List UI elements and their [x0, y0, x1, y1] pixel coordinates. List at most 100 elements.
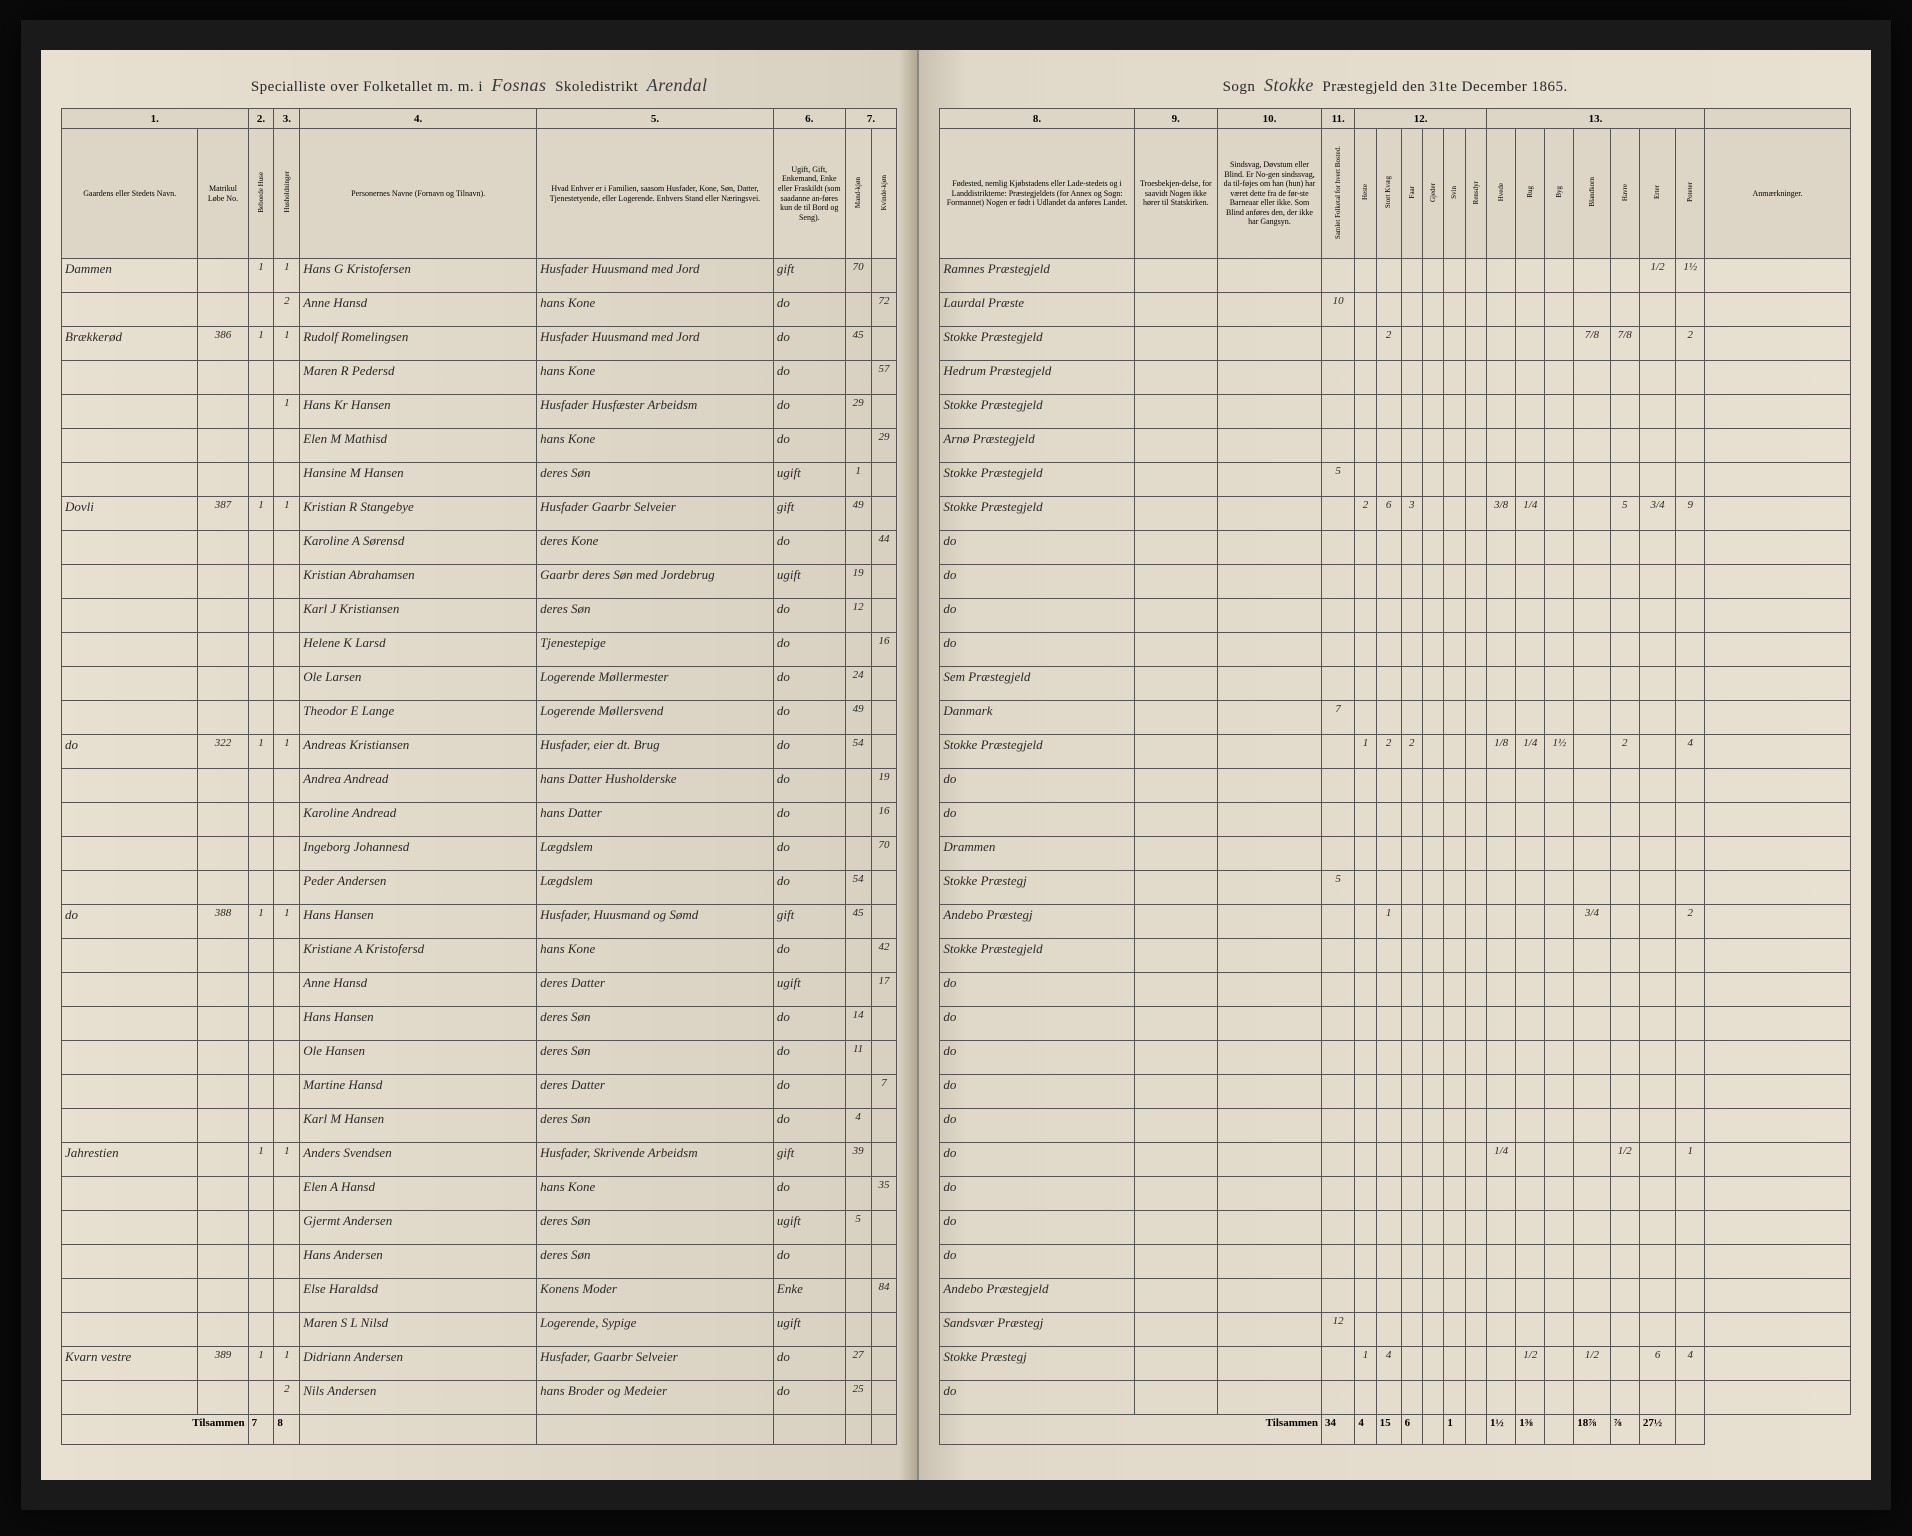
cell-remark [1705, 531, 1851, 565]
cell-seed [1545, 1075, 1574, 1109]
cell-birth: do [940, 1211, 1134, 1245]
cell-stat: do [773, 1041, 845, 1075]
cell-ph [274, 803, 300, 837]
cell-livestock [1401, 667, 1422, 701]
cell-disable [1217, 701, 1321, 735]
parish-name: Fosnas [492, 75, 547, 95]
cell-age-m: 4 [845, 1109, 871, 1143]
cell-faith [1134, 905, 1217, 939]
cell-livestock [1401, 803, 1422, 837]
cell-livestock [1355, 1313, 1376, 1347]
table-row: do [940, 803, 1851, 837]
cell-age-m: 54 [845, 735, 871, 769]
cell-name: Helene K Larsd [300, 633, 537, 667]
cell-livestock [1401, 939, 1422, 973]
cell-birth: Andebo Præstegjeld [940, 1279, 1134, 1313]
cell-livestock [1355, 1211, 1376, 1245]
cell-faith [1134, 293, 1217, 327]
cell-age-k: 72 [871, 293, 897, 327]
cell-birth: Stokke Præstegj [940, 1347, 1134, 1381]
table-row: 1Hans Kr HansenHusfader Husfæster Arbeid… [62, 395, 897, 429]
table-row: Stokke Præstegjeld5 [940, 463, 1851, 497]
cell-seed [1639, 463, 1675, 497]
cell-hh [248, 1041, 274, 1075]
cell-livestock [1401, 905, 1422, 939]
cell-ph [274, 599, 300, 633]
cell-disable [1217, 973, 1321, 1007]
cell-age-k [871, 667, 897, 701]
cell-age-k: 7 [871, 1075, 897, 1109]
cell-seed [1516, 905, 1545, 939]
cell-seed [1487, 1381, 1516, 1415]
cell-seed [1574, 429, 1610, 463]
cell-livestock [1376, 837, 1401, 871]
cell-livestock [1422, 1313, 1443, 1347]
cell-age-m: 49 [845, 701, 871, 735]
cell-faith [1134, 599, 1217, 633]
cell-seed [1610, 395, 1639, 429]
hdr-total: Samlet Folketal for hvert Bosted. [1322, 129, 1355, 259]
cell-name: Nils Andersen [300, 1381, 537, 1415]
cell-seed [1516, 1143, 1545, 1177]
cell-ph: 2 [274, 1381, 300, 1415]
cell-age-m [845, 803, 871, 837]
cell-seed [1639, 1143, 1675, 1177]
cell-name: Martine Hansd [300, 1075, 537, 1109]
cell-gaard [62, 871, 198, 905]
cell-rel: Logerende Møllersvend [537, 701, 774, 735]
cell-mat: 389 [198, 1347, 248, 1381]
cell-faith [1134, 327, 1217, 361]
cell-total [1322, 1279, 1355, 1313]
cell-livestock [1401, 1007, 1422, 1041]
cell-seed [1516, 701, 1545, 735]
cell-livestock [1401, 531, 1422, 565]
cell-age-k [871, 1245, 897, 1279]
cell-seed [1676, 1109, 1705, 1143]
cell-livestock [1444, 1211, 1465, 1245]
cell-livestock [1465, 497, 1486, 531]
cell-mat [198, 1041, 248, 1075]
cell-stat: do [773, 361, 845, 395]
cell-gaard [62, 1109, 198, 1143]
table-row: Hansine M Hansenderes Sønugift1 [62, 463, 897, 497]
cell-seed: 6 [1639, 1347, 1675, 1381]
cell-total [1322, 361, 1355, 395]
cell-faith [1134, 1143, 1217, 1177]
cell-livestock [1422, 1109, 1443, 1143]
cell-livestock [1401, 293, 1422, 327]
cell-stat: do [773, 327, 845, 361]
cell-livestock [1422, 497, 1443, 531]
cell-remark [1705, 939, 1851, 973]
cell-age-k: 16 [871, 633, 897, 667]
cell-seed [1574, 1381, 1610, 1415]
cell-seed [1487, 429, 1516, 463]
cell-livestock [1355, 1007, 1376, 1041]
left-table: 1. 2. 3. 4. 5. 6. 7. Gaardens eller Sted… [61, 108, 897, 1445]
cell-seed: 1/4 [1516, 497, 1545, 531]
cell-age-m [845, 361, 871, 395]
cell-seed [1574, 531, 1610, 565]
cell-livestock [1465, 837, 1486, 871]
hdr-potet: Poteter [1676, 129, 1705, 259]
cell-seed [1487, 1211, 1516, 1245]
cell-seed [1676, 837, 1705, 871]
cell-name: Hansine M Hansen [300, 463, 537, 497]
cell-ph [274, 361, 300, 395]
cell-seed [1487, 1007, 1516, 1041]
cell-gaard: Brækkerød [62, 327, 198, 361]
cell-seed [1545, 667, 1574, 701]
cell-age-m: 70 [845, 259, 871, 293]
cell-age-m: 12 [845, 599, 871, 633]
cell-name: Hans Andersen [300, 1245, 537, 1279]
cell-livestock [1422, 667, 1443, 701]
cell-seed [1574, 1245, 1610, 1279]
cell-name: Andreas Kristiansen [300, 735, 537, 769]
cell-seed [1610, 1381, 1639, 1415]
cell-age-m: 29 [845, 395, 871, 429]
hdr-heste: Heste [1355, 129, 1376, 259]
cell-ph [274, 837, 300, 871]
cell-seed [1676, 463, 1705, 497]
cell-disable [1217, 1381, 1321, 1415]
right-page-header: Sogn Stokke Præstegjeld den 31te Decembe… [939, 75, 1851, 96]
cell-seed: 1/4 [1516, 735, 1545, 769]
